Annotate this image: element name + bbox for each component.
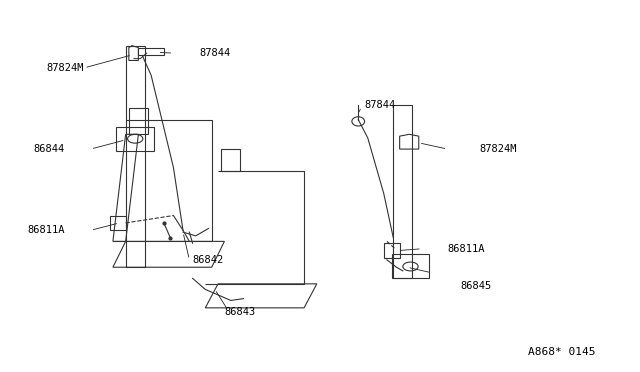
Text: 86811A: 86811A (28, 225, 65, 235)
Bar (384, 243, 399, 258)
Bar (109, 215, 125, 230)
Text: 86811A: 86811A (447, 244, 485, 254)
Text: A868* 0145: A868* 0145 (529, 347, 596, 357)
Text: 87824M: 87824M (47, 63, 84, 73)
Text: 86842: 86842 (193, 255, 224, 265)
Text: 86843: 86843 (225, 307, 255, 317)
Text: 87844: 87844 (365, 100, 396, 110)
Text: 87824M: 87824M (479, 144, 517, 154)
Text: 87844: 87844 (199, 48, 230, 58)
Text: 86845: 86845 (460, 281, 492, 291)
Text: 86844: 86844 (34, 144, 65, 154)
